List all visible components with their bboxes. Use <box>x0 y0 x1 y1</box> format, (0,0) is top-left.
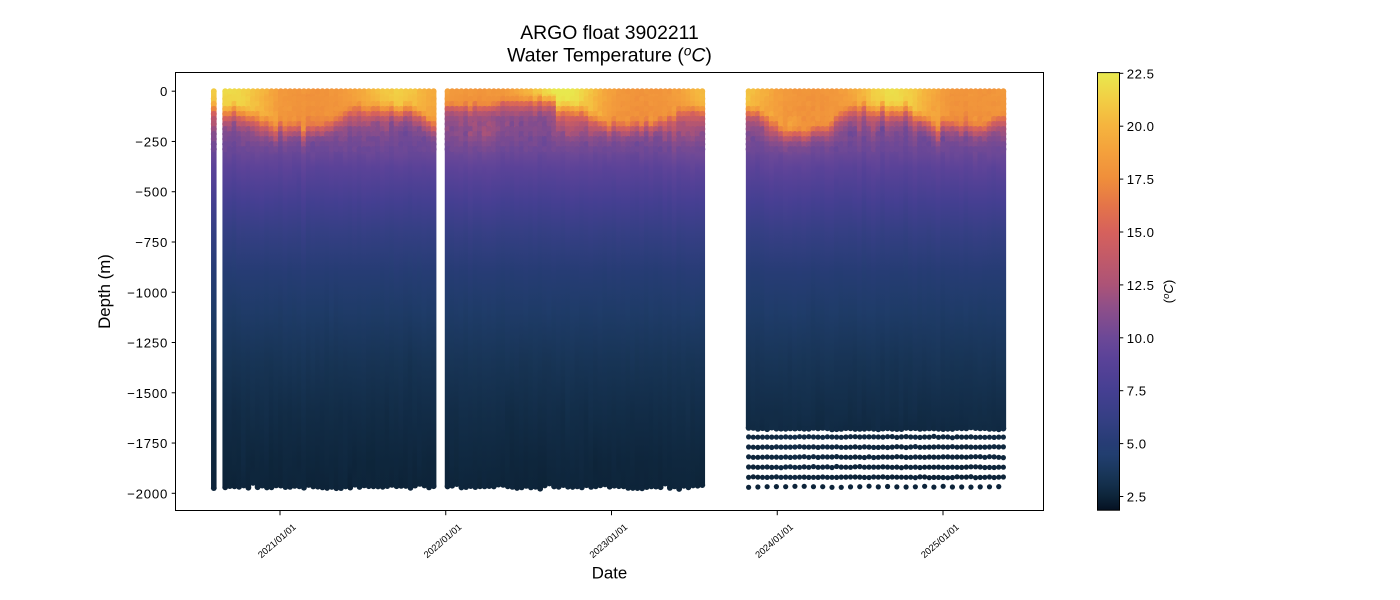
svg-text:Depth (m): Depth (m) <box>95 254 114 329</box>
svg-text:−500: −500 <box>135 185 168 200</box>
svg-text:2.5: 2.5 <box>1127 490 1147 505</box>
svg-text:−1750: −1750 <box>127 436 168 451</box>
svg-text:20.0: 20.0 <box>1127 119 1155 134</box>
svg-text:0: 0 <box>160 84 168 99</box>
svg-text:Date: Date <box>592 564 627 583</box>
svg-text:7.5: 7.5 <box>1127 384 1147 399</box>
svg-text:10.0: 10.0 <box>1127 331 1155 346</box>
svg-text:ARGO float 3902211: ARGO float 3902211 <box>520 22 699 44</box>
svg-text:5.0: 5.0 <box>1127 437 1147 452</box>
svg-text:(oC): (oC) <box>1161 280 1176 304</box>
svg-text:−2000: −2000 <box>127 486 168 501</box>
svg-text:17.5: 17.5 <box>1127 172 1155 187</box>
svg-text:−750: −750 <box>135 235 168 250</box>
svg-text:Water Temperature (oC): Water Temperature (oC) <box>507 44 712 67</box>
svg-text:22.5: 22.5 <box>1127 66 1155 81</box>
svg-text:−1250: −1250 <box>127 336 168 351</box>
svg-text:−1000: −1000 <box>127 285 168 300</box>
svg-text:12.5: 12.5 <box>1127 278 1155 293</box>
svg-text:−250: −250 <box>135 134 168 149</box>
svg-text:15.0: 15.0 <box>1127 225 1155 240</box>
svg-text:−1500: −1500 <box>127 386 168 401</box>
